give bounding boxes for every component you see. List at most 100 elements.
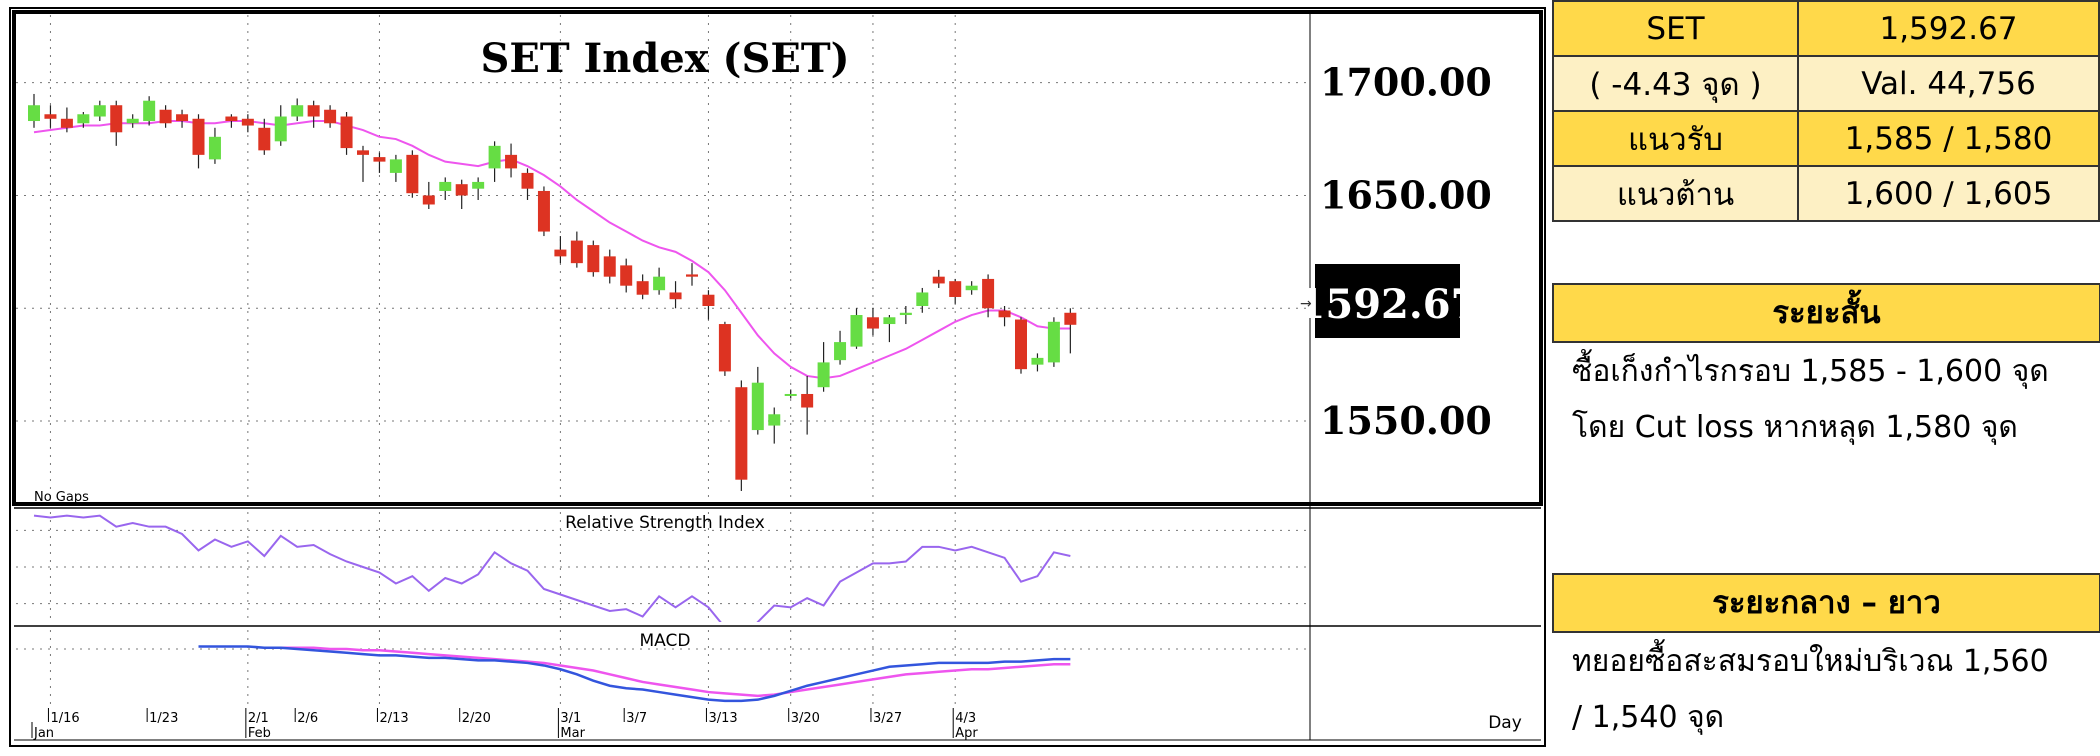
y-tick-label: 1550.00 xyxy=(1320,398,1492,443)
candle-body xyxy=(768,414,781,426)
candle xyxy=(357,145,369,182)
y-tick-label: 1650.00 xyxy=(1320,172,1492,217)
candle xyxy=(192,114,205,169)
candle xyxy=(982,274,995,318)
candle-body xyxy=(340,116,353,149)
macd-signal-line xyxy=(280,646,1071,698)
candle-body xyxy=(866,317,879,329)
candle xyxy=(1031,353,1044,372)
candle-body xyxy=(373,157,386,162)
candle-body xyxy=(93,105,106,117)
candle-body xyxy=(422,195,435,205)
date-tick-label: 1/23 xyxy=(149,711,178,726)
chart-panel: 1/16 1/23 2/1 2/6 2/13 2/20 3/1 3/7 3/13 3/20 3/27… xyxy=(9,7,1546,747)
candle-body xyxy=(735,387,748,480)
summary-row: SET 1,592.67 xyxy=(1552,0,2100,57)
candle-body xyxy=(1064,312,1077,325)
candle-body xyxy=(389,159,402,173)
candle xyxy=(570,231,583,268)
candle xyxy=(208,127,221,164)
candle xyxy=(603,249,616,284)
candle-body xyxy=(834,342,847,361)
date-tick-label: 2/13 xyxy=(379,711,408,726)
candle xyxy=(965,281,978,295)
candle xyxy=(241,114,254,133)
candle xyxy=(899,306,912,325)
date-tick-label: 1/16 xyxy=(50,711,79,726)
candle xyxy=(307,100,320,128)
candle-body xyxy=(60,118,73,128)
candle-body xyxy=(241,118,254,126)
date-tick-label: 4/3 xyxy=(955,711,976,726)
candle xyxy=(44,105,57,128)
candle xyxy=(126,114,139,128)
candle-body xyxy=(406,154,419,194)
candle-body xyxy=(965,285,978,291)
candle xyxy=(735,380,748,491)
date-tick-label: 3/7 xyxy=(626,711,647,726)
candle-body xyxy=(932,276,945,284)
candle-body xyxy=(505,154,518,169)
candle xyxy=(949,278,962,304)
rsi-label: Relative Strength Index xyxy=(565,513,765,533)
date-tick-label: 3/27 xyxy=(873,711,902,726)
candle xyxy=(653,267,666,295)
candle-body xyxy=(28,105,40,122)
summary-value: Val. 44,756 xyxy=(1797,55,2100,112)
candle-body xyxy=(357,150,369,155)
candle xyxy=(587,240,600,277)
long-term-heading: ระยะกลาง – ยาว xyxy=(1552,573,2100,633)
month-label: Jan xyxy=(33,726,54,741)
candle xyxy=(718,321,731,376)
date-tick-label: 2/20 xyxy=(462,711,491,726)
candle xyxy=(60,107,73,133)
summary-table: SET 1,592.67 ( -4.43 จุด ) Val. 44,756 แ… xyxy=(1552,0,2100,222)
candle xyxy=(620,258,633,293)
candle xyxy=(258,118,271,155)
short-term-text: ซื้อเก็งกำไรกรอบ 1,585 - 1,600 จุด โดย C… xyxy=(1572,344,2097,456)
candle xyxy=(866,308,879,336)
candle-body xyxy=(587,245,600,273)
candle xyxy=(686,263,698,286)
candle xyxy=(916,287,929,313)
candle-body xyxy=(455,184,468,196)
candle-body xyxy=(702,294,715,306)
candle-body xyxy=(916,292,929,306)
month-label: Mar xyxy=(560,726,585,741)
candle-body xyxy=(982,278,995,309)
short-term-line: ซื้อเก็งกำไรกรอบ 1,585 - 1,600 จุด xyxy=(1572,354,2049,389)
month-label: Apr xyxy=(955,726,978,741)
candle xyxy=(932,269,945,288)
candle xyxy=(77,112,90,128)
candle xyxy=(850,308,863,349)
candle-body xyxy=(1031,357,1044,365)
candle-body xyxy=(126,118,139,124)
candle-body xyxy=(258,127,271,151)
moving-average-line xyxy=(33,120,1071,380)
candle xyxy=(110,100,123,146)
date-tick-label: 2/6 xyxy=(297,711,318,726)
candle xyxy=(291,98,304,122)
candle xyxy=(669,281,682,309)
date-tick-label: 3/13 xyxy=(708,711,737,726)
summary-label: แนวต้าน xyxy=(1552,165,1799,222)
last-price-label: 1592.67 xyxy=(1298,281,1479,328)
long-term-text: ทยอยซื้อสะสมรอบใหม่บริเวณ 1,560 / 1,540 … xyxy=(1572,634,2097,746)
candle xyxy=(636,274,649,300)
candle-body xyxy=(537,190,550,232)
candle xyxy=(274,105,287,146)
candle-body xyxy=(159,109,172,124)
candle xyxy=(998,306,1011,327)
candle xyxy=(324,105,337,128)
candle-body xyxy=(636,281,649,295)
summary-value: 1,592.67 xyxy=(1797,0,2100,57)
candle xyxy=(373,152,386,173)
candle xyxy=(801,375,814,435)
month-label: Feb xyxy=(248,726,271,741)
candle-body xyxy=(998,310,1011,318)
candle-body xyxy=(192,118,205,155)
candle-body xyxy=(801,393,814,408)
candle xyxy=(455,179,468,209)
macd-label: MACD xyxy=(640,631,691,651)
candle-body xyxy=(949,281,962,297)
